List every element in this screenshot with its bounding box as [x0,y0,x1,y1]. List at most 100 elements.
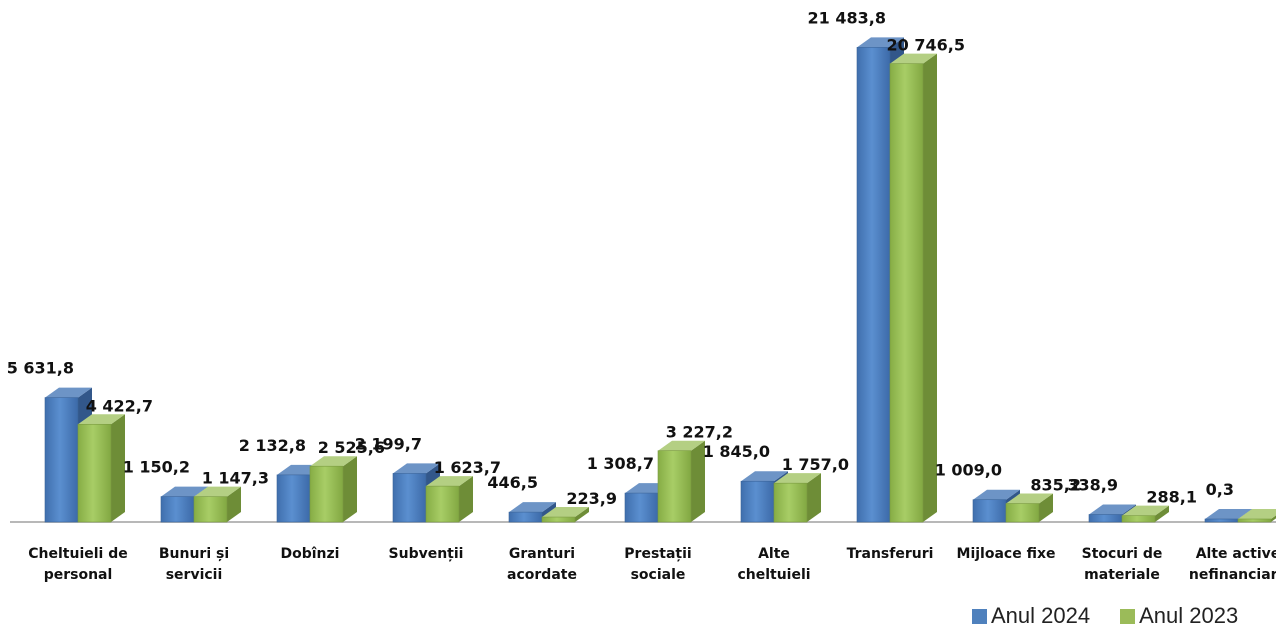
bar-side [1271,515,1276,522]
bar-2023-0 [77,414,125,523]
bar-front [740,480,775,523]
legend-item-2024: Anul 2024 [972,603,1090,629]
legend-label-2023: Anul 2023 [1139,603,1239,628]
bar-top [194,486,241,497]
bar-side [807,473,821,522]
category-label: Dobînzi [281,546,340,562]
category-label: Alte activenefinanciare [1189,546,1276,583]
value-label: 4 422,7 [86,396,153,415]
legend-label-2024: Anul 2024 [991,603,1091,628]
bar-2023-2 [309,456,357,523]
bar-side [343,456,357,522]
bar-top [426,476,473,487]
category-label: Transferuri [847,546,934,562]
value-label: 2 132,8 [239,436,306,455]
legend-swatch-2024 [972,608,987,624]
value-label: 835,2 [1030,476,1081,495]
bar-top [509,502,556,513]
bar-top [890,53,937,64]
bar-side [459,476,473,522]
bar-front [773,482,808,523]
value-label: 21 483,8 [808,8,886,27]
bar-front [160,496,195,523]
category-label: Alte cheltuieli [737,546,810,583]
bar-front [1121,515,1156,523]
category-label: Subvenții [389,546,464,562]
bar-top [78,414,125,425]
bar-top [741,471,788,482]
bar-front [77,423,112,523]
value-label: 20 746,5 [887,36,965,55]
bar-front [193,496,228,523]
bar-front [657,450,692,523]
bar-front [972,499,1007,523]
bar-side [575,507,589,522]
bar-side [1155,505,1169,522]
bar-top [658,440,705,451]
bar-top [310,456,357,467]
value-label: 2 525,6 [318,438,385,457]
bar-top [393,463,440,474]
value-label: 1 147,3 [202,469,269,488]
category-label: Cheltuieli de personal [28,546,127,583]
value-label: 223,9 [566,489,617,508]
value-label: 1 308,7 [587,454,654,473]
legend: Anul 2024 Anul 2023 [972,603,1238,629]
bar-top [1238,509,1276,519]
category-label: Granturi acordate [507,546,577,583]
bar-2023-6 [773,473,821,523]
value-label: 446,5 [487,473,538,492]
bar-top [45,387,92,398]
category-labels-layer: Cheltuieli de personal Bunuri și servicii Do… [28,546,1276,583]
bar-2023-1 [193,486,241,523]
category-label: Mijloace fixe [957,546,1056,562]
bar-front [425,485,460,523]
bar-front [44,397,79,523]
bar-2023-7 [889,53,937,523]
bar-2023-3 [425,476,473,523]
bar-front [856,47,891,523]
bar-top [161,486,208,497]
value-label: 2 199,7 [355,434,422,453]
bar-top [774,473,821,484]
value-label: 1 623,7 [434,458,501,477]
bar-2023-4 [541,507,589,523]
legend-item-2023: Anul 2023 [1120,603,1238,629]
bar-front [1005,503,1040,523]
bar-front [624,492,659,523]
bar-top [973,489,1020,500]
bar-side [111,414,125,522]
bar-front [1237,518,1272,523]
bar-front [276,474,311,523]
value-label: 1 757,0 [782,455,849,474]
value-label: 1 009,0 [935,461,1002,480]
value-label: 338,9 [1067,476,1118,495]
bars-layer [44,37,1276,523]
bar-top [1205,509,1252,519]
bar-front [309,465,344,523]
bar-front [1204,518,1239,523]
bar-2023-10 [1237,509,1276,523]
bar-2023-9 [1121,505,1169,523]
category-label: Bunuri și servicii [159,546,229,583]
bar-2023-5 [657,440,705,523]
bar-side [691,440,705,522]
category-label: Stocuri de materiale [1082,546,1163,583]
bar-front [1088,514,1123,523]
bar-front [541,516,576,523]
bar-front [392,473,427,523]
bar-side [227,486,241,522]
bar-front [889,63,924,523]
bar-side [1039,493,1053,522]
category-label: Prestații sociale [624,546,691,583]
value-label: 1 150,2 [123,458,190,477]
legend-swatch-2023 [1120,608,1136,624]
value-label: 5 631,8 [7,359,74,378]
bar-top [1089,504,1136,515]
bar-top [542,507,589,518]
value-label: 0,3 [1206,480,1234,499]
bar-top [1122,505,1169,516]
bar-front [508,511,543,523]
bar-top [1006,493,1053,504]
